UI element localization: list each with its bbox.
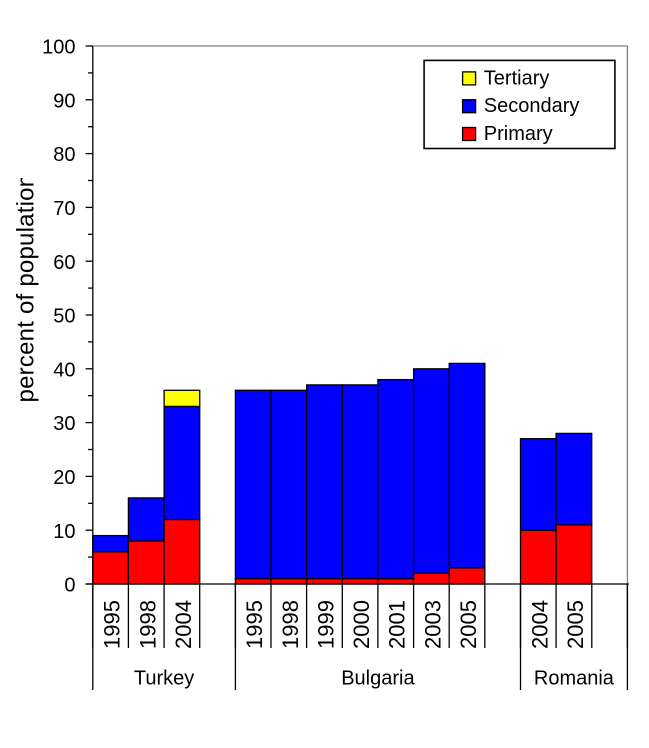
svg-text:percent of population: percent of population <box>13 174 40 403</box>
svg-text:2004: 2004 <box>527 600 552 649</box>
svg-text:Romania: Romania <box>534 668 615 690</box>
svg-text:2001: 2001 <box>385 600 410 649</box>
svg-text:70: 70 <box>53 198 75 220</box>
svg-text:40: 40 <box>53 359 75 381</box>
svg-text:1999: 1999 <box>314 600 339 649</box>
svg-text:20: 20 <box>53 467 75 489</box>
svg-text:Bulgaria: Bulgaria <box>341 668 415 690</box>
svg-text:2000: 2000 <box>349 600 374 649</box>
svg-text:90: 90 <box>53 90 75 112</box>
svg-text:2004: 2004 <box>171 600 196 649</box>
svg-text:30: 30 <box>53 413 75 435</box>
svg-text:80: 80 <box>53 144 75 166</box>
svg-text:1998: 1998 <box>135 600 160 649</box>
svg-text:Turkey: Turkey <box>134 668 194 690</box>
svg-text:100: 100 <box>42 37 75 59</box>
svg-text:0: 0 <box>64 575 75 597</box>
svg-text:Primary: Primary <box>484 123 553 145</box>
svg-text:10: 10 <box>53 521 75 543</box>
svg-text:60: 60 <box>53 252 75 274</box>
svg-text:1995: 1995 <box>100 600 125 649</box>
svg-text:1995: 1995 <box>242 600 267 649</box>
svg-text:Secondary: Secondary <box>484 95 580 117</box>
svg-text:2003: 2003 <box>420 600 445 649</box>
svg-text:2005: 2005 <box>456 600 481 649</box>
svg-text:1998: 1998 <box>278 600 303 649</box>
svg-text:50: 50 <box>53 306 75 328</box>
svg-text:Tertiary: Tertiary <box>484 67 550 89</box>
svg-text:2005: 2005 <box>563 600 588 649</box>
